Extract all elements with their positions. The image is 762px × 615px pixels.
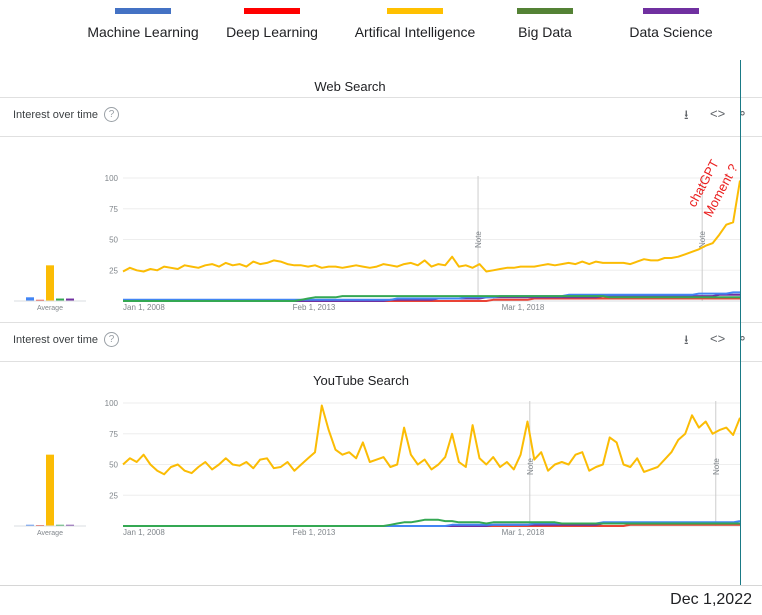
help-icon[interactable]: ? [104, 107, 119, 122]
legend-item: Artifical Intelligence [340, 8, 490, 40]
legend-item: Machine Learning [68, 8, 218, 40]
download-icon[interactable]: ⭳ [684, 332, 689, 347]
series-line [123, 518, 740, 527]
y-tick-label: 75 [109, 205, 118, 214]
average-bar [46, 454, 54, 526]
series-line [122, 404, 741, 476]
legend-item: Big Data [470, 8, 620, 40]
x-tick-label: Mar 1, 2018 [502, 303, 545, 312]
y-tick-label: 100 [105, 174, 119, 183]
legend-swatch [387, 8, 443, 14]
legend-label: Machine Learning [87, 24, 199, 40]
legend-label: Deep Learning [226, 24, 318, 40]
average-label: Average [37, 305, 63, 312]
web-toolbar: Interest over time ? ⭳ <> ⚬ [0, 97, 762, 137]
note-label: Note [474, 231, 483, 248]
average-label: Average [37, 530, 63, 537]
legend-swatch [244, 8, 300, 14]
web-search-title: Web Search [314, 79, 386, 94]
divider [0, 585, 762, 586]
x-tick-label: Jan 1, 2008 [123, 303, 165, 312]
note-label: Note [526, 458, 535, 475]
help-icon[interactable]: ? [104, 332, 119, 347]
series-line [123, 295, 740, 302]
marker-line [740, 60, 741, 585]
average-bar [26, 524, 34, 526]
average-bar [66, 524, 74, 526]
x-tick-label: Feb 1, 2013 [293, 303, 336, 312]
x-tick-label: Mar 1, 2018 [502, 528, 545, 537]
embed-icon[interactable]: <> [710, 331, 726, 346]
youtube-search-chart: 25 50 75 100 Jan 1, 2008 Feb 1, 2013 Mar 1, 20… [14, 399, 741, 537]
average-bar [26, 297, 34, 301]
y-tick-label: 100 [105, 399, 119, 408]
legend-label: Data Science [629, 24, 713, 40]
series-line [122, 180, 741, 273]
legend-item: Data Science [596, 8, 746, 40]
legend-swatch [643, 8, 699, 14]
x-tick-label: Feb 1, 2013 [293, 528, 336, 537]
note-label: Note [712, 458, 721, 475]
average-bar [66, 298, 74, 301]
average-bar [56, 298, 64, 301]
interest-over-time-label: Interest over time [13, 334, 98, 346]
share-icon[interactable]: ⚬ [737, 106, 748, 121]
average-bar [36, 299, 44, 301]
note-label: Note [698, 231, 707, 248]
average-bar [46, 265, 54, 301]
legend-label: Big Data [518, 24, 572, 40]
embed-icon[interactable]: <> [710, 106, 726, 121]
web-search-chart: 25 50 75 100 Jan 1, 2008 Feb 1, 2013 Mar 1, 20… [14, 157, 741, 312]
share-icon[interactable]: ⚬ [737, 331, 748, 346]
legend-swatch [115, 8, 171, 14]
youtube-toolbar: Interest over time ? ⭳ <> ⚬ [0, 322, 762, 362]
y-tick-label: 25 [109, 266, 118, 275]
date-stamp: Dec 1,2022 [670, 591, 752, 608]
legend-label: Artifical Intelligence [354, 24, 476, 40]
x-tick-label: Jan 1, 2008 [123, 528, 165, 537]
y-tick-label: 75 [109, 430, 118, 439]
youtube-search-title: YouTube Search [313, 373, 409, 388]
y-tick-label: 50 [109, 236, 118, 245]
series-line [123, 291, 740, 301]
average-bar [56, 524, 64, 526]
legend-swatch [517, 8, 573, 14]
y-tick-label: 25 [109, 491, 118, 500]
y-tick-label: 50 [109, 461, 118, 470]
legend-item: Deep Learning [197, 8, 347, 40]
interest-over-time-label: Interest over time [13, 109, 98, 121]
download-icon[interactable]: ⭳ [684, 107, 689, 122]
